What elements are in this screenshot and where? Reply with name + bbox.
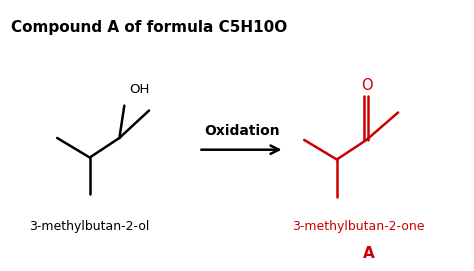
Text: A: A bbox=[363, 246, 374, 261]
Text: O: O bbox=[361, 78, 372, 93]
Text: Oxidation: Oxidation bbox=[204, 124, 280, 138]
Text: 3-methylbutan-2-one: 3-methylbutan-2-one bbox=[292, 220, 425, 233]
Text: OH: OH bbox=[129, 83, 150, 96]
Text: 3-methylbutan-2-ol: 3-methylbutan-2-ol bbox=[29, 220, 150, 233]
Text: Compound A of formula C5H10O: Compound A of formula C5H10O bbox=[11, 20, 287, 36]
